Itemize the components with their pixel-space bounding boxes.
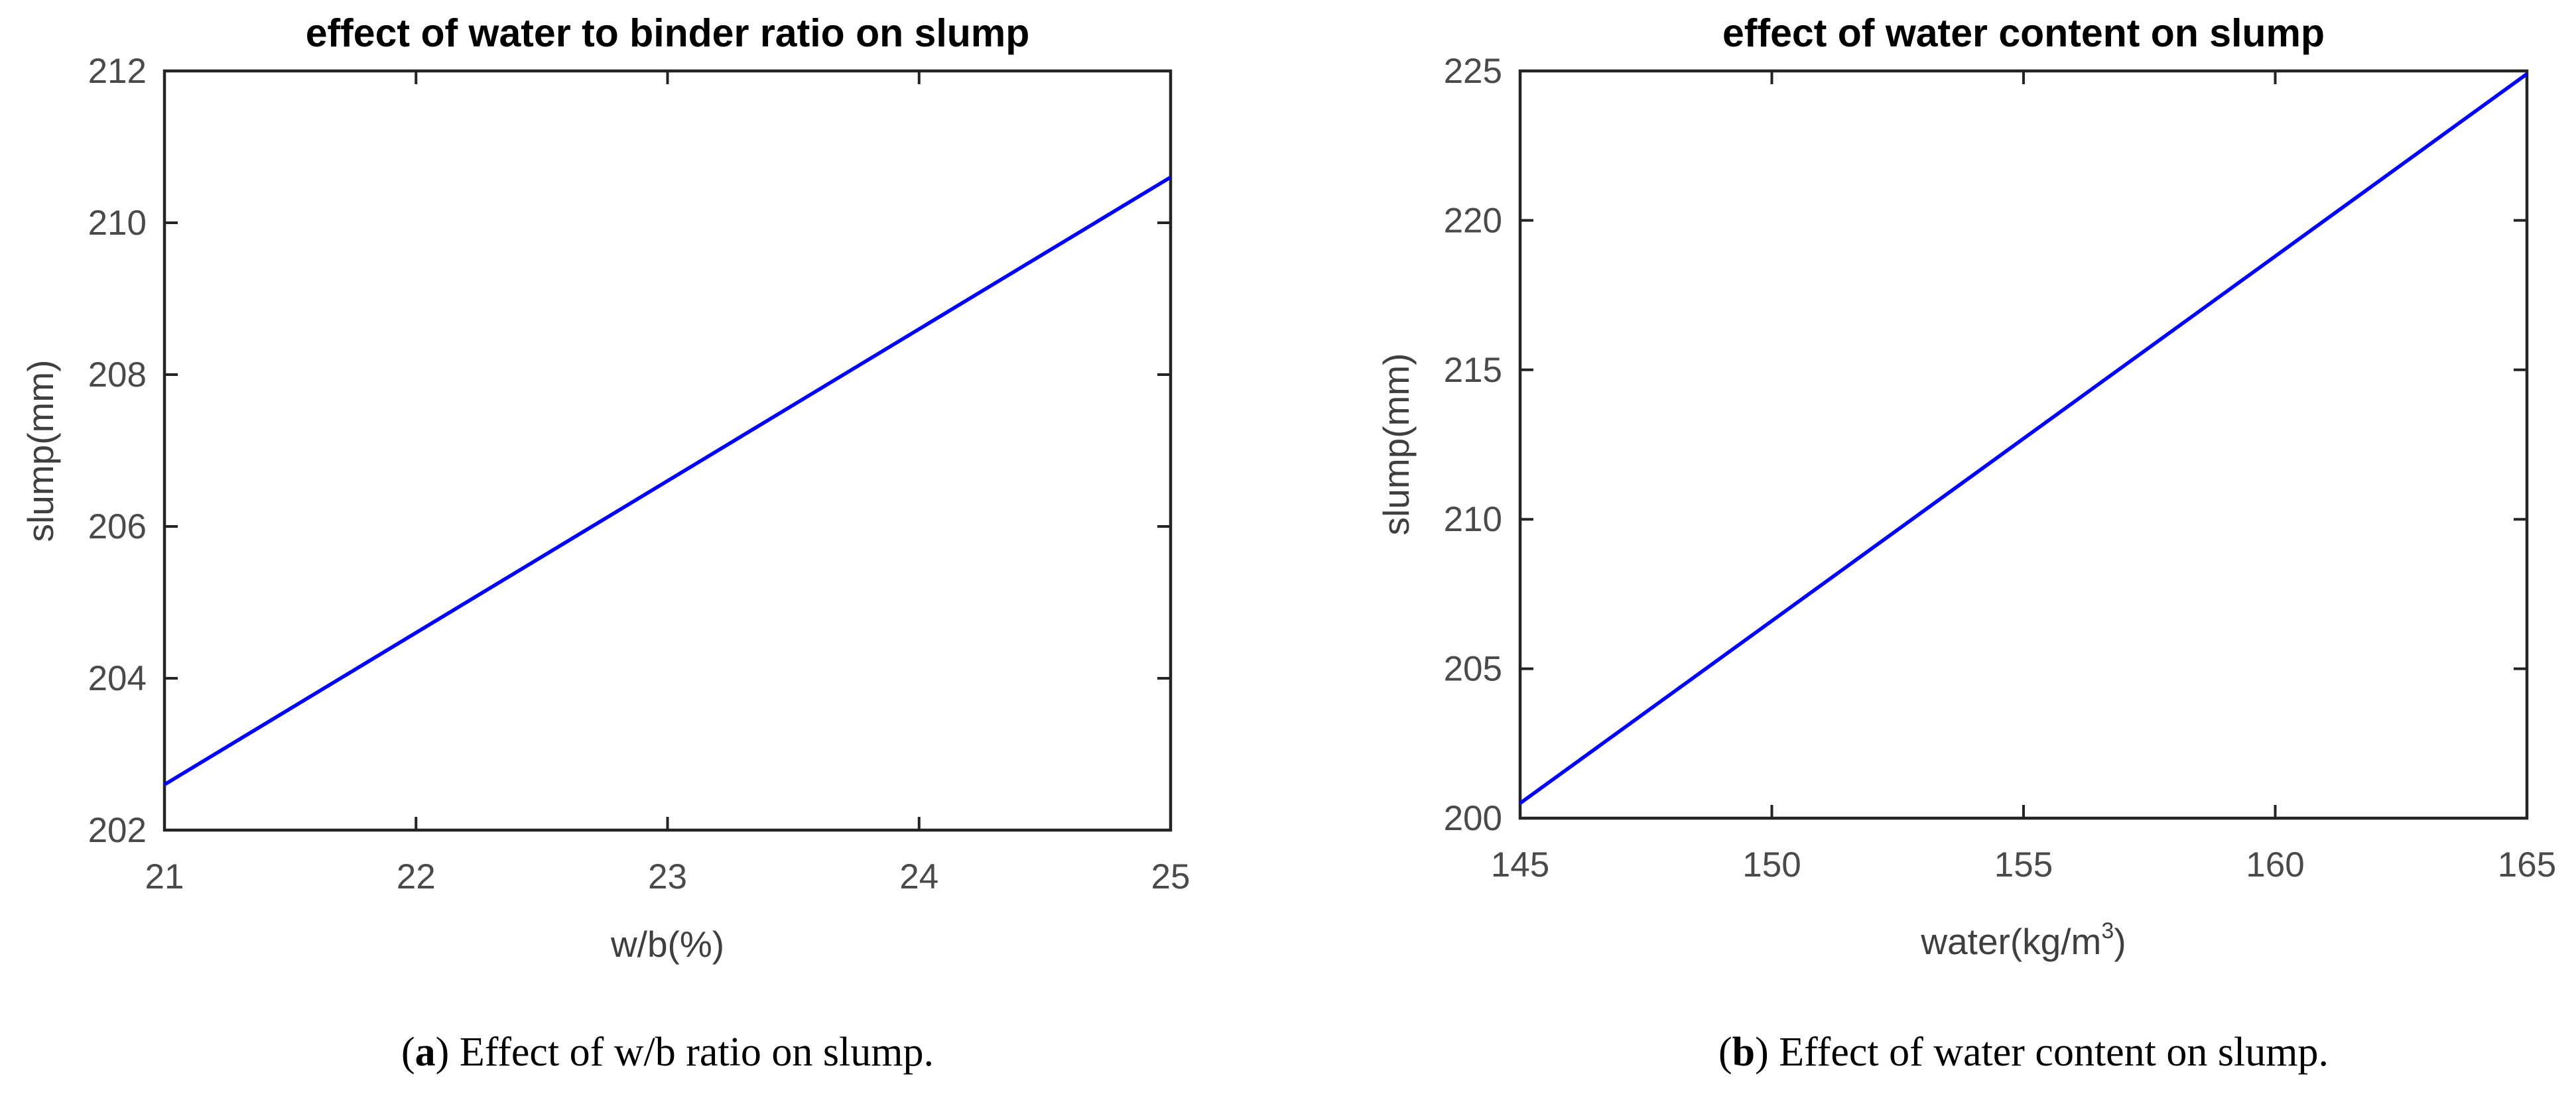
chart-b-xlabel-close: )	[2114, 921, 2126, 962]
y-tick-label: 210	[1444, 500, 1502, 539]
y-tick-label: 215	[1444, 351, 1502, 390]
caption-a-text: Effect of w/b ratio on slump.	[449, 1030, 934, 1075]
y-tick-label: 208	[88, 355, 147, 395]
chart-b-xlabel-superscript: 3	[2101, 918, 2114, 943]
chart-b-xlabel: water(kg/m3)	[1520, 918, 2527, 963]
y-tick-label: 204	[88, 659, 147, 698]
plot-a: 21 22 23 24 25 202 204 206 208 210 212	[88, 52, 1191, 896]
y-tick-label: 206	[88, 507, 147, 546]
x-tick-label: 145	[1491, 845, 1549, 884]
chart-a-ylabel: slump(mm)	[20, 359, 61, 542]
x-tick-label: 160	[2246, 845, 2304, 884]
caption-b-paren-open: (	[1718, 1030, 1732, 1075]
caption-a-paren-close: )	[435, 1030, 450, 1075]
caption-a: (a) Effect of w/b ratio on slump.	[164, 1029, 1171, 1076]
y-tick-label: 210	[88, 204, 147, 243]
chart-a-title: effect of water to binder ratio on slump	[305, 11, 1030, 55]
caption-b-text: Effect of water content on slump.	[1768, 1030, 2329, 1075]
chart-b-title: effect of water content on slump	[1722, 11, 2325, 55]
x-tick-label: 165	[2498, 845, 2556, 884]
plot-box	[1518, 69, 2529, 820]
y-tick-label: 212	[88, 52, 147, 91]
plot-b: 145 150 155 160 165 200 205 210 215 220 225	[1444, 52, 2557, 884]
x-tick-label: 150	[1742, 845, 1801, 884]
x-tick-label: 22	[397, 857, 436, 896]
x-tick-label: 25	[1151, 857, 1191, 896]
y-tick-label: 200	[1444, 799, 1502, 838]
x-tick-label: 24	[899, 857, 938, 896]
x-tick-label: 21	[145, 857, 184, 896]
caption-b-letter: b	[1732, 1030, 1756, 1075]
x-tick-label: 23	[648, 857, 687, 896]
y-tick-label: 202	[88, 811, 147, 850]
data-line	[1519, 72, 2528, 805]
y-tick-label: 220	[1444, 201, 1502, 240]
caption-b-paren-close: )	[1755, 1030, 1769, 1075]
x-tick-label: 155	[1994, 845, 2053, 884]
chart-b-xlabel-base: water(kg/m	[1921, 921, 2102, 962]
y-tick-label: 205	[1444, 650, 1502, 689]
chart-a-xlabel: w/b(%)	[610, 924, 725, 965]
caption-b: (b) Effect of water content on slump.	[1520, 1029, 2527, 1076]
plot-box	[162, 69, 1173, 832]
caption-a-letter: a	[415, 1030, 436, 1075]
chart-b-ylabel: slump(mm)	[1376, 353, 1417, 536]
data-line	[163, 175, 1172, 786]
y-tick-label: 225	[1444, 52, 1502, 91]
caption-a-paren-open: (	[401, 1030, 415, 1075]
